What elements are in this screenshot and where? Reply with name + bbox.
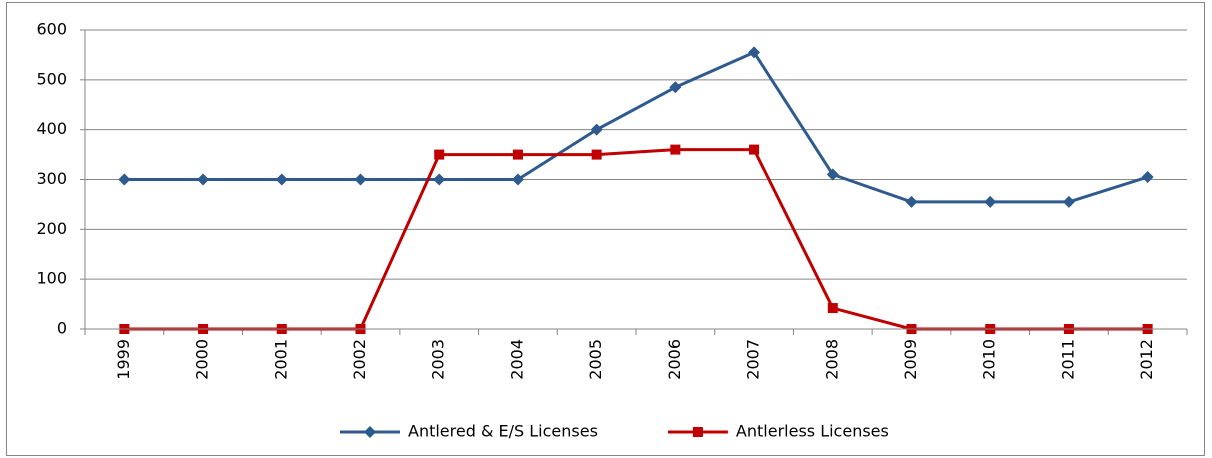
data-point (1141, 171, 1154, 184)
x-tick-label: 2004 (507, 339, 526, 380)
x-tick-label: 2005 (586, 339, 605, 380)
data-point (197, 173, 210, 186)
data-point (511, 173, 524, 186)
y-tick-label: 0 (57, 319, 67, 338)
y-tick-label: 300 (36, 169, 67, 188)
x-tick-label: 2000 (193, 339, 212, 380)
y-tick-label: 600 (36, 20, 67, 39)
legend-label: Antlered & E/S Licenses (408, 422, 598, 441)
data-point (669, 81, 682, 94)
x-tick-label: 2001 (271, 339, 290, 380)
data-point (512, 149, 523, 160)
data-point (748, 46, 761, 59)
series-line (124, 50, 1149, 204)
y-tick-label: 400 (36, 119, 67, 138)
data-point (826, 168, 839, 181)
data-point (749, 144, 760, 155)
data-point (118, 173, 131, 186)
data-point (984, 195, 997, 208)
legend-label: Antlerless Licenses (736, 422, 889, 441)
x-tick-label: 2006 (665, 339, 684, 380)
data-point (433, 173, 446, 186)
x-tick-label: 2007 (744, 339, 763, 380)
data-point (354, 173, 367, 186)
data-point (905, 195, 918, 208)
legend-marker (692, 427, 703, 437)
data-point (434, 149, 445, 160)
x-tick-label: 2012 (1137, 339, 1156, 380)
x-tick-label: 2011 (1058, 339, 1077, 380)
data-point (275, 173, 288, 186)
x-tick-label: 2003 (429, 339, 448, 380)
x-tick-label: 2002 (350, 339, 369, 380)
x-tick-label: 2010 (980, 339, 999, 380)
data-point (670, 144, 681, 155)
x-tick-label: 2009 (901, 339, 920, 380)
data-point (590, 123, 603, 136)
legend-marker (364, 426, 376, 438)
y-tick-label: 500 (36, 69, 67, 88)
data-point (827, 303, 838, 314)
data-point (1062, 195, 1075, 208)
data-point (591, 149, 602, 160)
x-tick-label: 2008 (822, 339, 841, 380)
y-tick-label: 200 (36, 219, 67, 238)
y-tick-label: 100 (36, 269, 67, 288)
x-tick-label: 1999 (114, 339, 133, 380)
